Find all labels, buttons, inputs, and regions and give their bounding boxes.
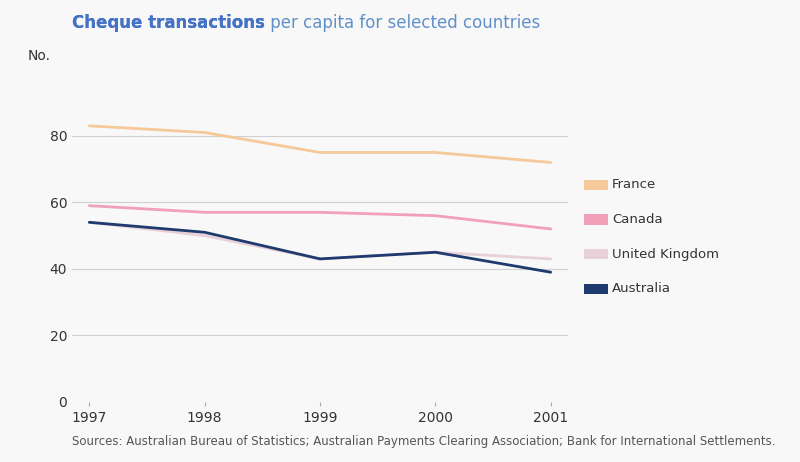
Text: Cheque transactions: Cheque transactions <box>72 14 265 32</box>
Text: per capita for selected countries: per capita for selected countries <box>265 14 540 32</box>
Text: Canada: Canada <box>612 213 662 226</box>
Text: France: France <box>612 178 656 191</box>
Text: No.: No. <box>27 49 50 63</box>
Text: Cheque transactions: Cheque transactions <box>72 14 265 32</box>
Text: Sources: Australian Bureau of Statistics; Australian Payments Clearing Associati: Sources: Australian Bureau of Statistics… <box>72 435 775 448</box>
Text: Australia: Australia <box>612 282 671 295</box>
Text: United Kingdom: United Kingdom <box>612 248 719 261</box>
